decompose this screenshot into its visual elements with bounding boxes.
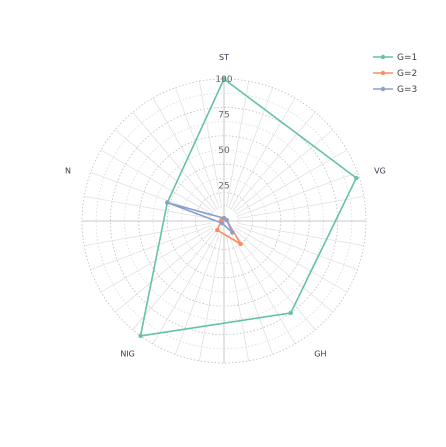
radar-grid	[81, 78, 367, 364]
grid-spoke	[152, 97, 218, 209]
grid-spoke	[226, 81, 250, 208]
grid-spoke	[198, 81, 222, 208]
axis-label-st: ST	[219, 53, 229, 62]
grid-spoke	[175, 87, 220, 208]
series-point-2	[215, 227, 220, 233]
grid-spoke	[230, 233, 296, 345]
grid-spoke	[237, 223, 364, 247]
grid-spoke	[237, 172, 358, 217]
series-point-1	[354, 175, 359, 181]
grid-spoke	[100, 149, 212, 215]
series-point-1	[138, 333, 143, 339]
axis-label-n: N	[65, 166, 71, 175]
grid-spoke	[84, 223, 211, 247]
series-point-3	[224, 217, 229, 223]
grid-spoke	[228, 87, 273, 208]
grid-spoke	[152, 233, 218, 345]
grid-spoke	[236, 149, 348, 215]
grid-spoke	[228, 234, 273, 355]
grid-spoke	[230, 97, 296, 209]
series-point-3	[165, 200, 170, 205]
radar-labels: 25 50 75 100 ST VG GH NIG N	[65, 53, 386, 359]
grid-spoke	[226, 234, 250, 361]
grid-spoke	[198, 234, 222, 361]
legend-marker-3	[380, 86, 386, 92]
series-point-1	[221, 76, 227, 82]
axis-label-vg: VG	[374, 166, 386, 175]
grid-spoke	[232, 111, 316, 211]
series-point-3	[220, 221, 225, 226]
grid-spoke	[114, 129, 214, 213]
axis-label-gh: GH	[314, 350, 326, 359]
radial-tick-label: 50	[218, 146, 230, 156]
radial-tick-label: 25	[218, 182, 229, 192]
grid-spoke	[236, 227, 348, 293]
grid-spoke	[234, 229, 334, 313]
grid-spoke	[90, 225, 211, 270]
radar-series	[138, 76, 359, 339]
radial-tick-label: 75	[218, 111, 229, 121]
axis-label-nig: NIG	[120, 350, 135, 359]
series-point-2	[238, 241, 243, 247]
series-point-1	[288, 310, 293, 316]
legend-marker-2	[380, 70, 386, 76]
grid-spoke	[237, 225, 358, 270]
grid-spoke	[132, 111, 216, 211]
grid-spoke	[114, 229, 214, 313]
grid-spoke	[175, 234, 220, 355]
grid-spoke	[232, 231, 316, 331]
grid-spoke	[237, 195, 364, 219]
series-point-3	[230, 230, 235, 235]
legend-label-2: G=2	[397, 69, 417, 79]
grid-spoke	[234, 129, 334, 213]
grid-spoke	[84, 195, 211, 219]
legend-label-1: G=1	[397, 53, 417, 63]
grid-spoke	[132, 231, 216, 331]
series-line-1	[139, 78, 358, 337]
legend-marker-1	[380, 54, 386, 60]
radial-tick-label: 100	[215, 75, 232, 85]
legend-label-3: G=3	[397, 85, 417, 95]
legend: G=1 G=2 G=3	[373, 53, 417, 95]
